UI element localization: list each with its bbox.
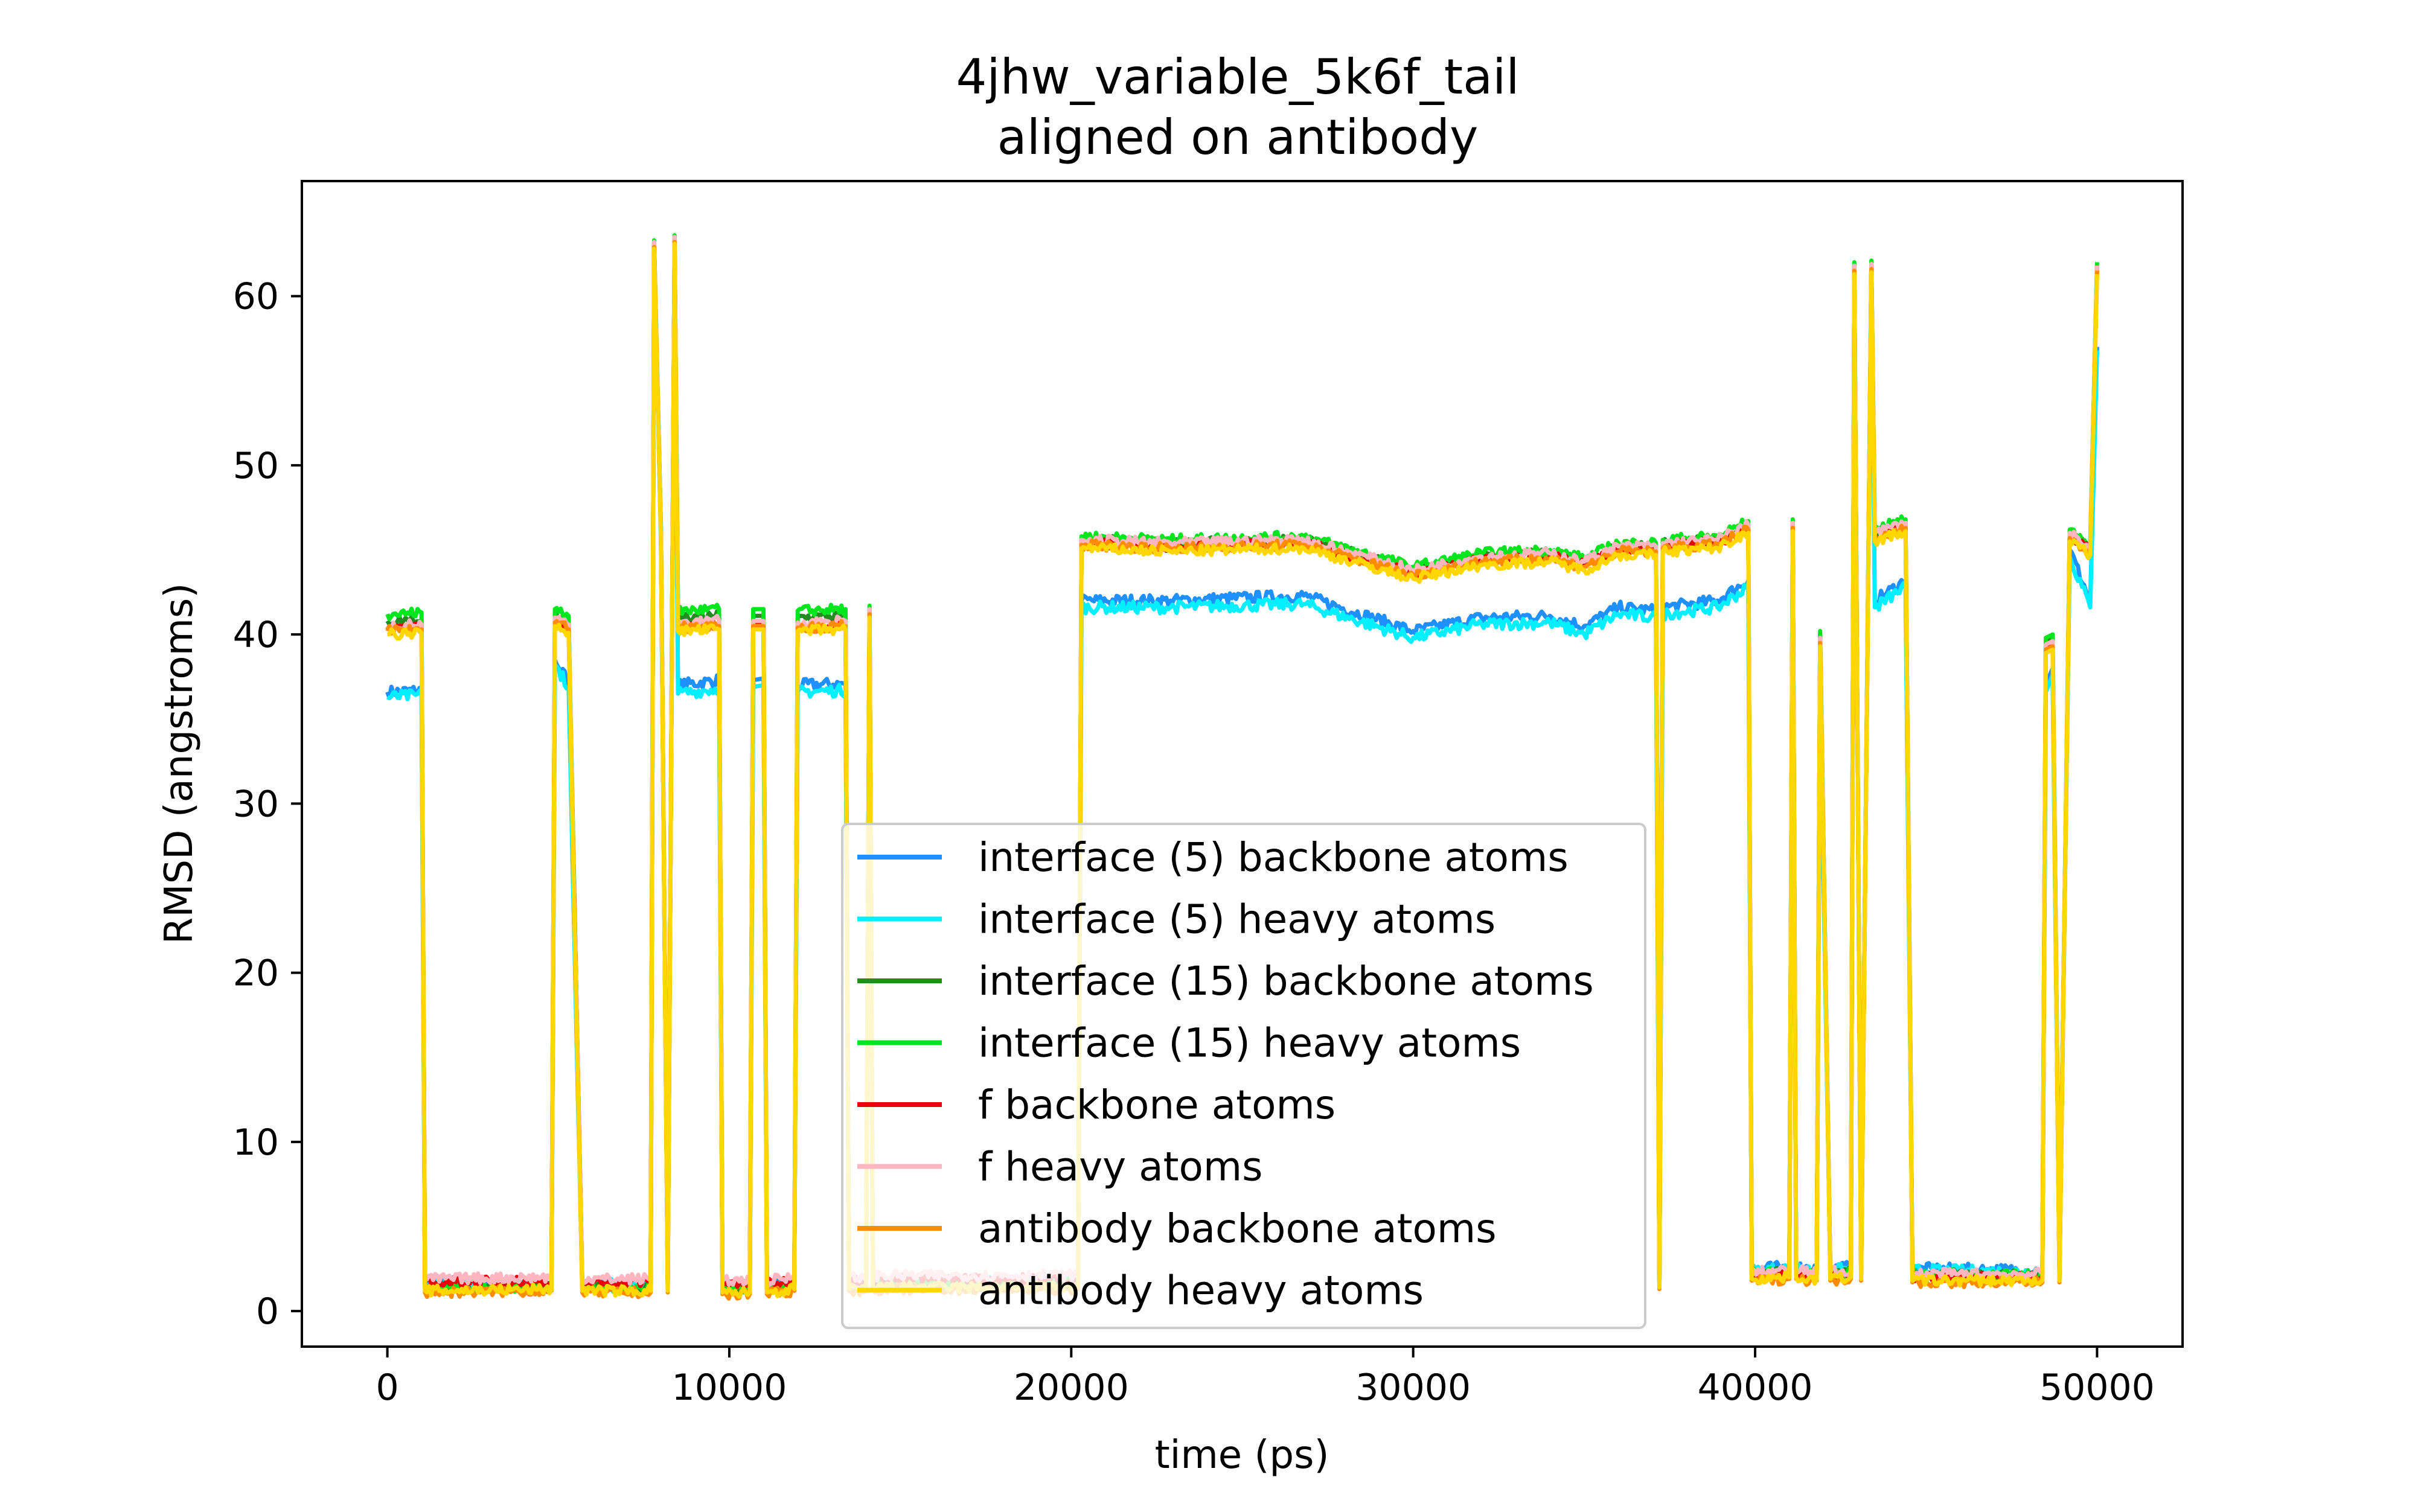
x-tick-label: 50000 <box>2039 1367 2155 1409</box>
series-line <box>387 241 2099 1299</box>
x-tick-label: 30000 <box>1355 1367 1471 1409</box>
legend-label: interface (5) heavy atoms <box>978 896 1495 943</box>
y-axis-label: RMSD (angstroms) <box>157 583 202 944</box>
legend-box <box>841 823 1646 1329</box>
legend-label: interface (15) backbone atoms <box>978 958 1594 1004</box>
x-tick-label: 20000 <box>1014 1367 1129 1409</box>
legend-label: f backbone atoms <box>978 1082 1335 1128</box>
chart-subtitle: aligned on antibody <box>997 109 1479 165</box>
x-tick-label: 10000 <box>672 1367 787 1409</box>
legend-label: interface (5) backbone atoms <box>978 834 1569 881</box>
x-axis: 0 10000 20000 30000 40000 50000 <box>376 1347 2155 1409</box>
y-axis: 0 10 20 30 40 50 60 <box>233 276 302 1333</box>
y-tick-label: 60 <box>233 276 279 318</box>
x-axis-label: time (ps) <box>1155 1433 1329 1478</box>
y-tick-label: 10 <box>233 1121 279 1164</box>
x-tick-label: 40000 <box>1698 1367 1813 1409</box>
plot-frame <box>301 180 2184 1348</box>
legend-label: f heavy atoms <box>978 1144 1263 1190</box>
x-tick-label: 0 <box>376 1367 398 1409</box>
y-tick-label: 50 <box>233 445 279 487</box>
y-tick-label: 0 <box>256 1290 279 1333</box>
series-layer <box>385 233 2099 1301</box>
y-tick-label: 40 <box>233 614 279 656</box>
legend: interface (5) backbone atoms interface (5… <box>841 823 1646 1329</box>
chart-title: 4jhw_variable_5k6f_tail <box>956 49 1519 105</box>
y-tick-label: 30 <box>233 783 279 825</box>
legend-label: antibody backbone atoms <box>978 1205 1497 1252</box>
legend-label: antibody heavy atoms <box>978 1268 1424 1314</box>
y-tick-label: 20 <box>233 952 279 995</box>
legend-label: interface (15) heavy atoms <box>978 1020 1521 1067</box>
